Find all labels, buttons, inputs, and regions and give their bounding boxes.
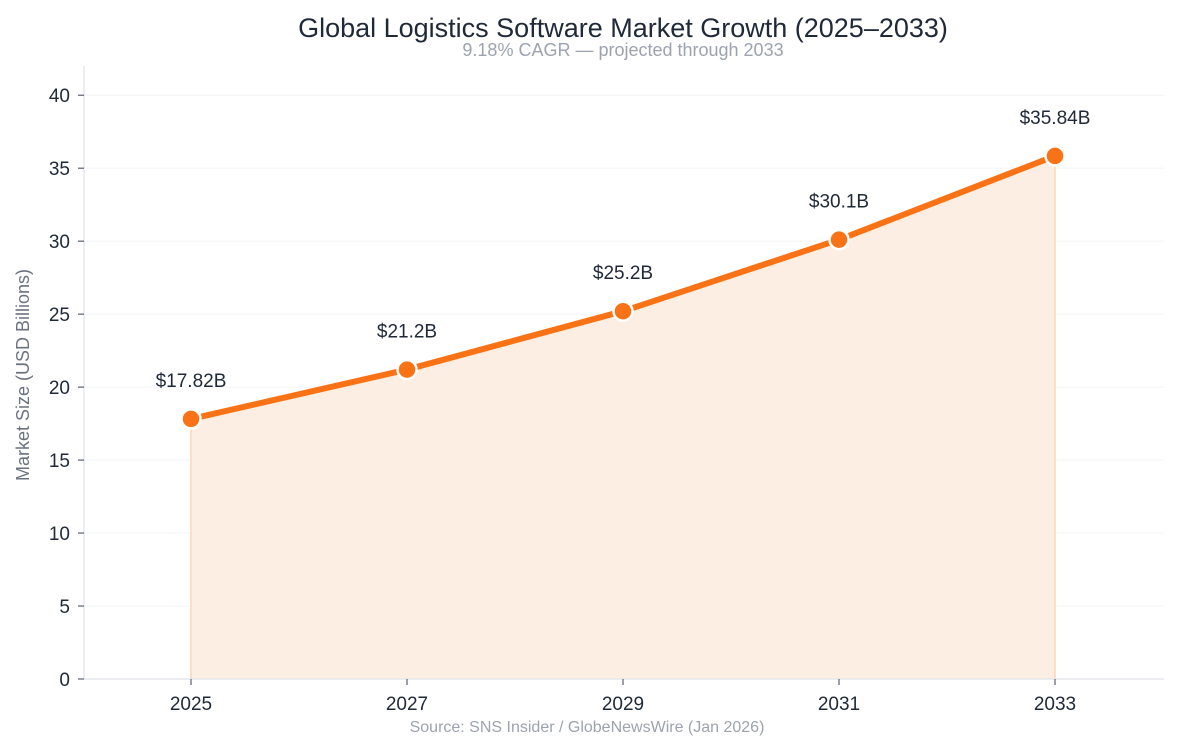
data-labels: $17.82B $21.2B $25.2B $30.1B $35.84B [156, 108, 1091, 392]
y-tick-label: 15 [49, 451, 70, 472]
y-tick-label: 40 [49, 86, 70, 107]
data-label: $30.1B [809, 192, 869, 213]
data-point [612, 300, 634, 322]
y-tick-label: 0 [59, 670, 70, 691]
y-tick-label: 30 [49, 232, 70, 253]
x-tick-label: 2031 [818, 694, 860, 715]
data-point [828, 228, 850, 251]
y-tick-label: 10 [49, 524, 70, 545]
y-tick-label: 35 [49, 159, 70, 180]
y-tick-label: 20 [49, 378, 70, 399]
chart-title: Global Logistics Software Market Growth … [298, 13, 948, 43]
x-tick-label: 2025 [170, 694, 212, 715]
chart-subtitle: 9.18% CAGR — projected through 2033 [462, 40, 783, 60]
data-point [396, 358, 418, 381]
y-axis-label: Market Size (USD Billions) [13, 269, 33, 481]
x-tick-label: 2027 [386, 694, 428, 715]
data-label: $25.2B [593, 263, 653, 284]
data-label: $21.2B [377, 322, 437, 343]
area-fill [191, 155, 1055, 679]
y-tick-label: 25 [49, 305, 70, 326]
data-point [1044, 145, 1066, 167]
data-label: $35.84B [1020, 108, 1091, 129]
data-label: $17.82B [156, 371, 227, 392]
data-points [180, 145, 1066, 430]
x-tick-label: 2029 [602, 694, 644, 715]
area-fill-layer [190, 155, 1056, 679]
x-axis-ticks: 2025 2027 2029 2031 2033 [170, 679, 1076, 715]
y-axis-ticks: 0 5 10 15 20 25 30 35 40 [49, 86, 84, 691]
y-tick-label: 5 [59, 597, 70, 618]
data-point [180, 408, 202, 430]
source-note: Source: SNS Insider / GlobeNewsWire (Jan… [410, 719, 765, 736]
x-tick-label: 2033 [1034, 694, 1076, 715]
